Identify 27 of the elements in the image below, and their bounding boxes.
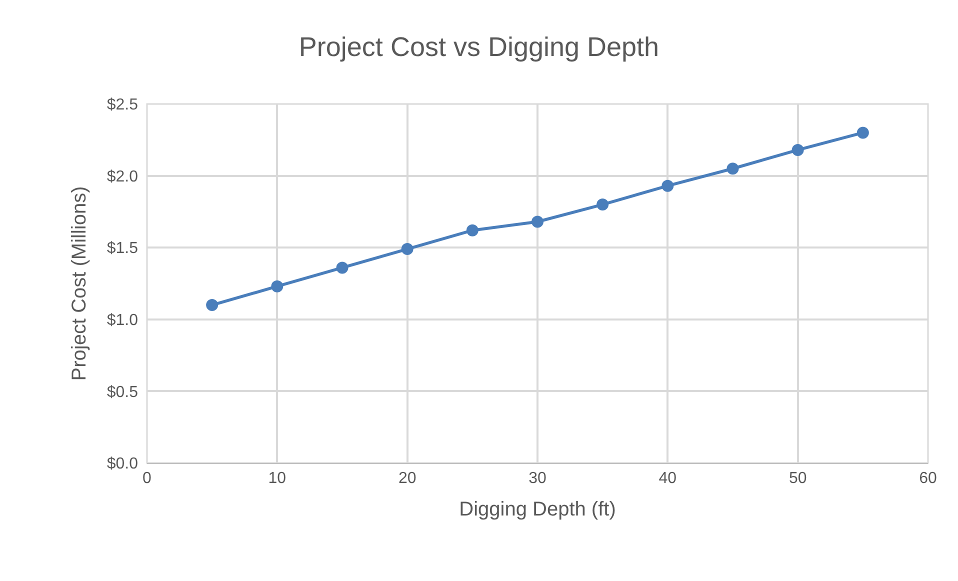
x-tick-label: 20 <box>398 470 416 488</box>
point <box>466 224 478 236</box>
y-tick-label: $1.5 <box>106 240 138 258</box>
point <box>401 243 414 256</box>
point <box>856 126 869 139</box>
y-tick-label: $2.0 <box>106 168 138 186</box>
point <box>206 299 218 312</box>
point <box>726 162 739 175</box>
point <box>336 262 348 274</box>
point <box>662 180 674 192</box>
y-tick-label: $1.0 <box>106 312 138 329</box>
chart-title: Project Cost vs Digging Depth <box>298 32 660 62</box>
y-axis-title: Project Cost (Millions) <box>68 186 90 381</box>
x-tick-label: 50 <box>788 470 807 488</box>
point <box>532 216 544 228</box>
x-tick-label: 10 <box>268 470 286 488</box>
x-tick-label: 40 <box>658 470 677 488</box>
y-tick-label: $0.0 <box>106 456 138 473</box>
y-tick-label: $0.5 <box>106 384 138 401</box>
point <box>271 280 284 292</box>
y-tick-label: $2.5 <box>106 96 138 114</box>
point <box>596 198 609 211</box>
x-tick-label: 30 <box>528 470 546 488</box>
x-axis-title: Digging Depth (ft) <box>459 498 616 521</box>
x-tick-label: 60 <box>919 470 937 488</box>
x-tick-label: 0 <box>142 470 152 488</box>
point <box>792 144 804 156</box>
